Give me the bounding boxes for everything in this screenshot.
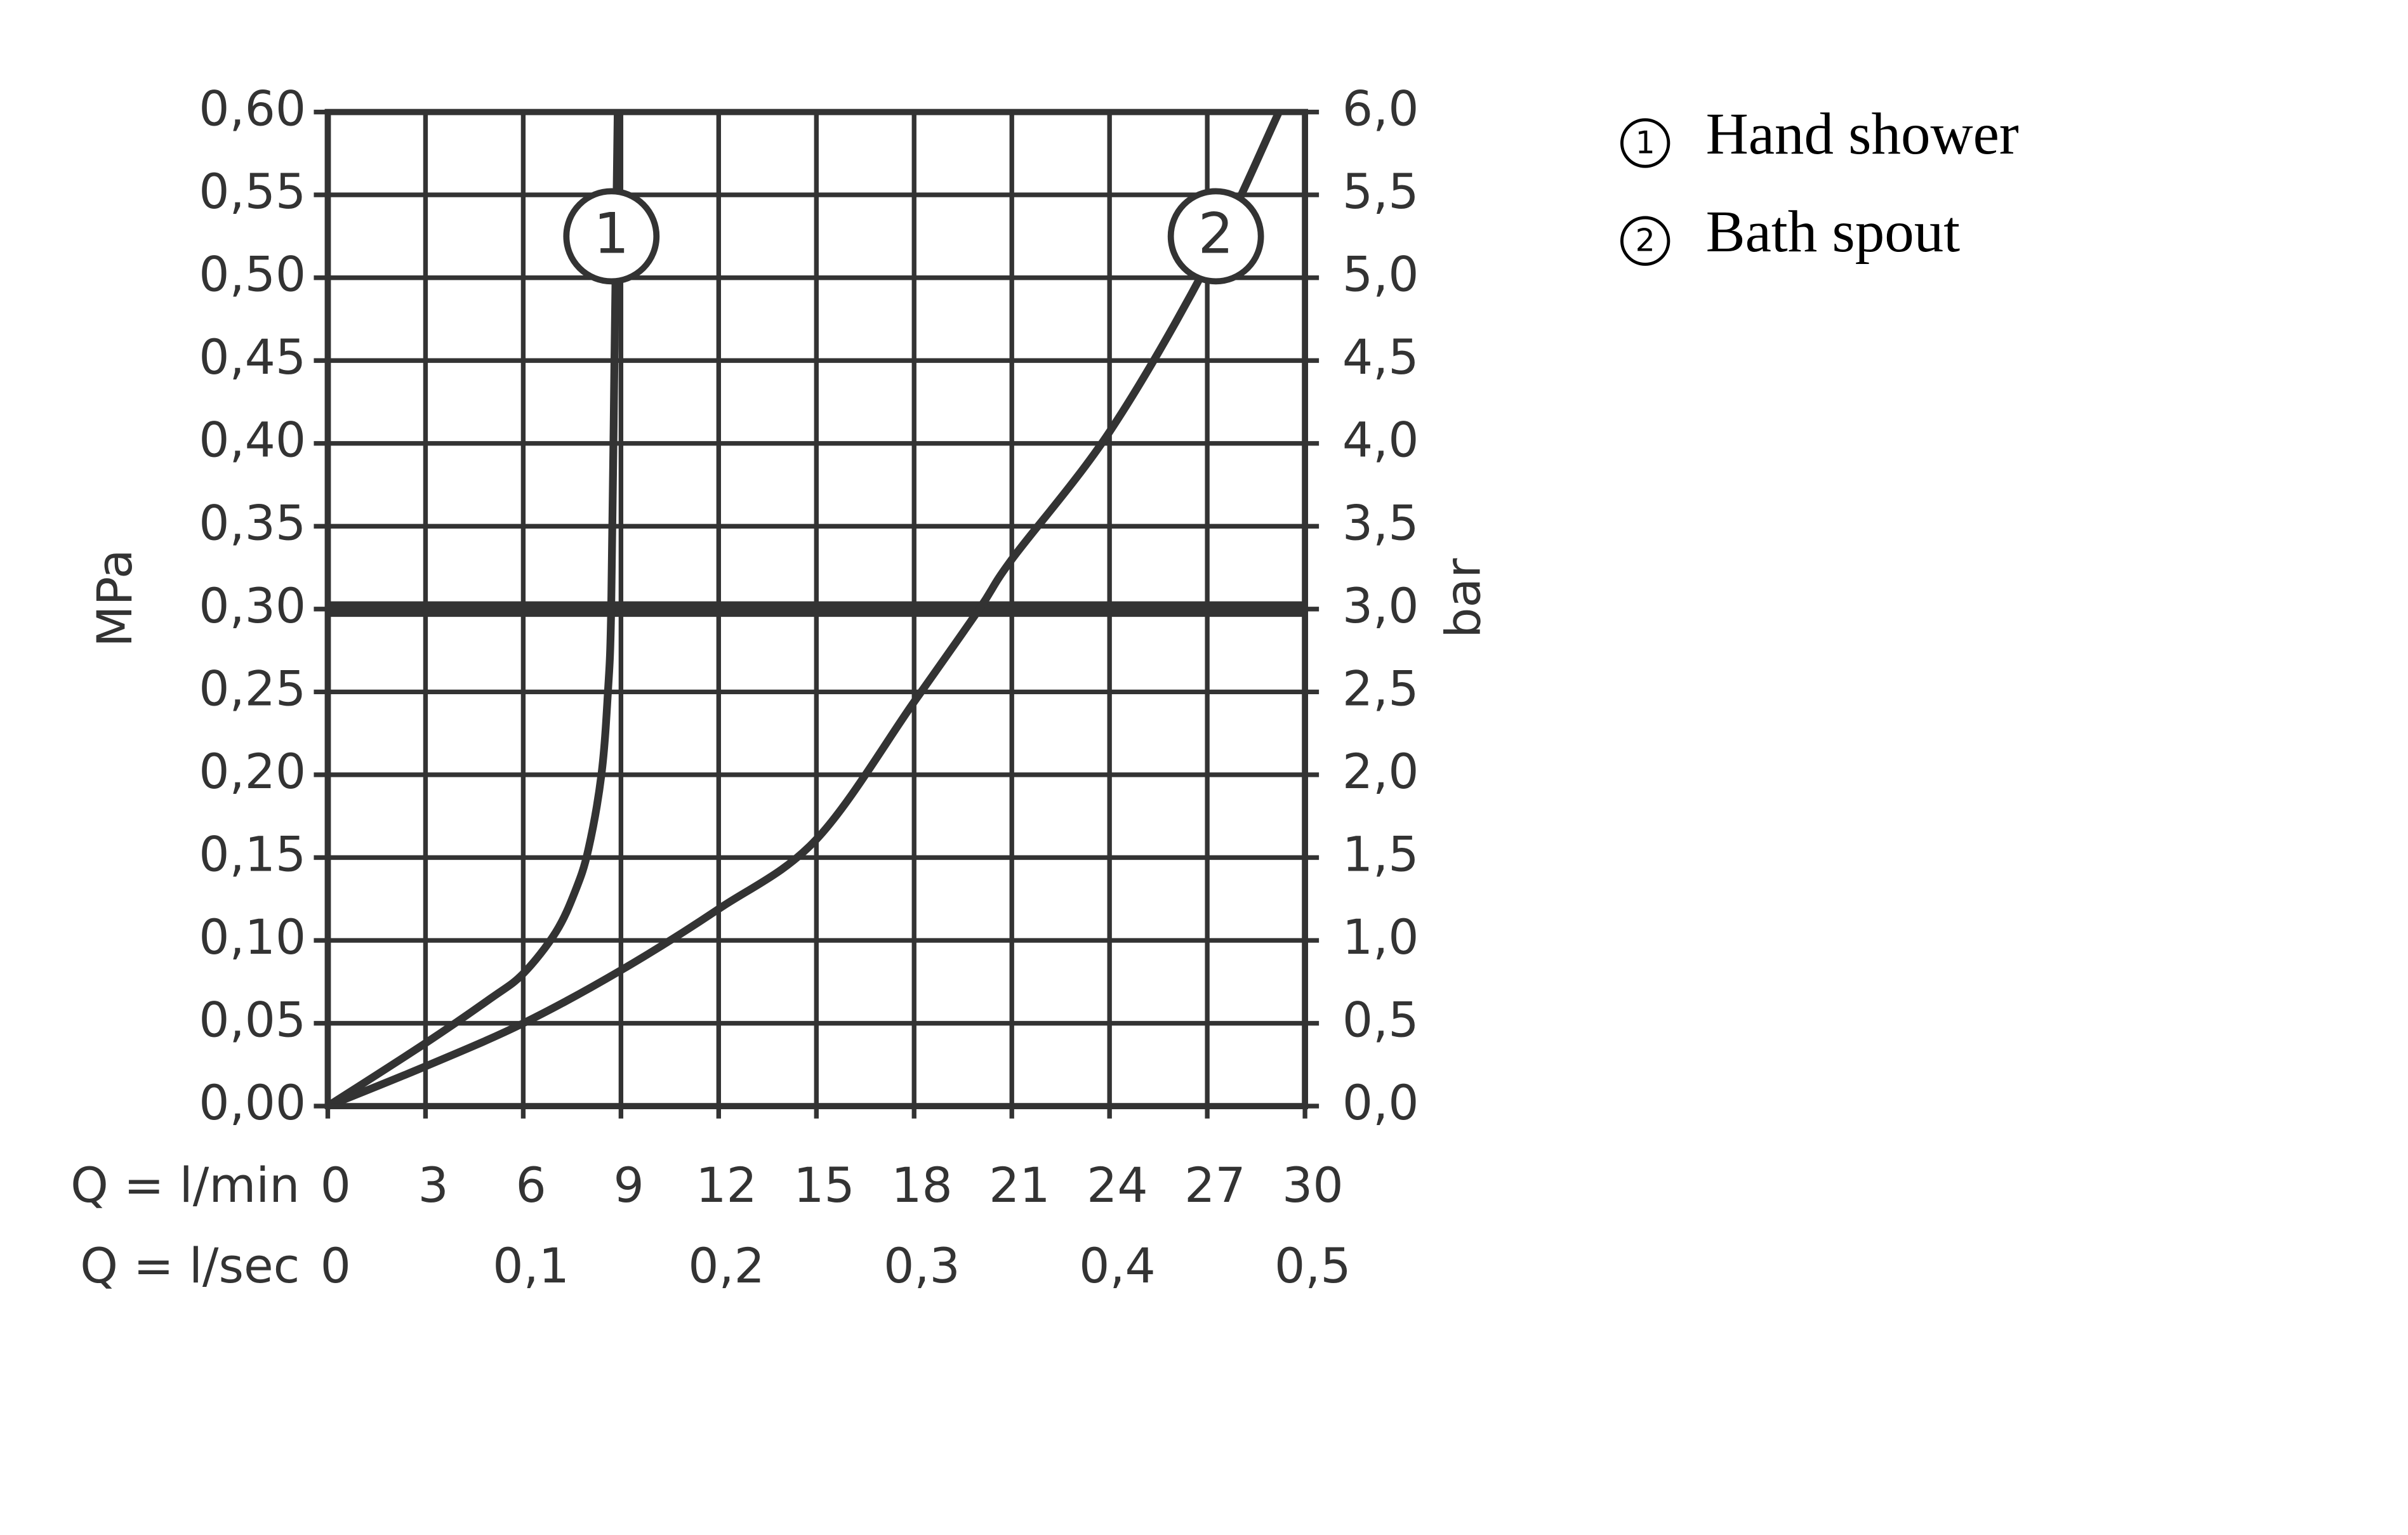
y2-tick-label: 2,0 [1342, 744, 1419, 800]
y-tick-label: 0,20 [199, 744, 306, 800]
legend-symbol-label: 2 [1636, 223, 1655, 259]
legend-label: Bath spout [1706, 199, 1961, 265]
x-tick-label: 15 [793, 1157, 855, 1213]
y-tick-label: 0,60 [199, 81, 306, 137]
x-tick-label: 9 [613, 1157, 644, 1213]
y2-tick-label: 1,5 [1342, 826, 1419, 882]
y-tick-label: 0,05 [199, 992, 306, 1048]
x-tick-label: 6 [515, 1157, 546, 1213]
y2-tick-label: 0,5 [1342, 992, 1419, 1048]
y2-tick-label: 1,0 [1342, 909, 1419, 965]
curve-marker-label: 2 [1198, 201, 1234, 267]
x-tick-label: 18 [891, 1157, 953, 1213]
y-tick-label: 0,10 [199, 909, 306, 965]
x-tick-label: 0 [321, 1157, 351, 1213]
x-tick-label: 3 [418, 1157, 449, 1213]
y-tick-label: 0,35 [199, 495, 306, 551]
y2-tick-label: 5,0 [1342, 247, 1419, 303]
y2-tick-label: 3,5 [1342, 495, 1419, 551]
y-axis-title: MPa [87, 550, 143, 647]
y2-tick-label: 3,0 [1342, 578, 1419, 634]
x2-tick-label: 0,3 [883, 1238, 960, 1294]
y2-tick-label: 2,5 [1342, 661, 1419, 716]
plot-frame [324, 109, 1308, 1110]
legend-label: Hand shower [1706, 102, 2019, 167]
x-tick-label: 24 [1087, 1157, 1148, 1213]
y2-tick-label: 0,0 [1342, 1075, 1419, 1131]
y2-tick-label: 4,5 [1342, 329, 1419, 385]
legend-symbol [1620, 118, 1670, 168]
y-tick-label: 0,25 [199, 661, 306, 716]
curve-marker [1167, 188, 1264, 285]
legend-symbol [1620, 216, 1670, 266]
x-tick-label: 27 [1184, 1157, 1246, 1213]
x2-tick-label: 0,1 [493, 1238, 569, 1294]
series-line [326, 112, 622, 1110]
curve-marker [563, 188, 660, 285]
x2-axis-title: Q = l/sec [80, 1238, 300, 1294]
y-tick-label: 0,15 [199, 826, 306, 882]
x-tick-label: 21 [989, 1157, 1050, 1213]
y2-tick-label: 4,0 [1342, 412, 1419, 468]
x2-tick-label: 0,5 [1274, 1238, 1351, 1294]
x2-tick-label: 0 [321, 1238, 351, 1294]
y-tick-label: 0,50 [199, 247, 306, 303]
x-tick-label: 12 [696, 1157, 757, 1213]
x-axis-title: Q = l/min [70, 1157, 300, 1213]
y-tick-label: 0,40 [199, 412, 306, 468]
y2-tick-label: 6,0 [1342, 81, 1419, 137]
y-tick-label: 0,00 [199, 1075, 306, 1131]
legend-symbol-label: 1 [1636, 124, 1655, 161]
y2-tick-label: 5,5 [1342, 164, 1419, 220]
y-tick-label: 0,45 [199, 329, 306, 385]
x2-tick-label: 0,4 [1079, 1238, 1156, 1294]
y-tick-label: 0,30 [199, 578, 306, 634]
curve-marker-label: 1 [593, 201, 629, 267]
x-tick-label: 30 [1282, 1157, 1344, 1213]
series-line [326, 110, 1283, 1110]
x2-tick-label: 0,2 [688, 1238, 765, 1294]
y2-axis-title: bar [1436, 558, 1492, 638]
y-tick-label: 0,55 [199, 164, 306, 220]
